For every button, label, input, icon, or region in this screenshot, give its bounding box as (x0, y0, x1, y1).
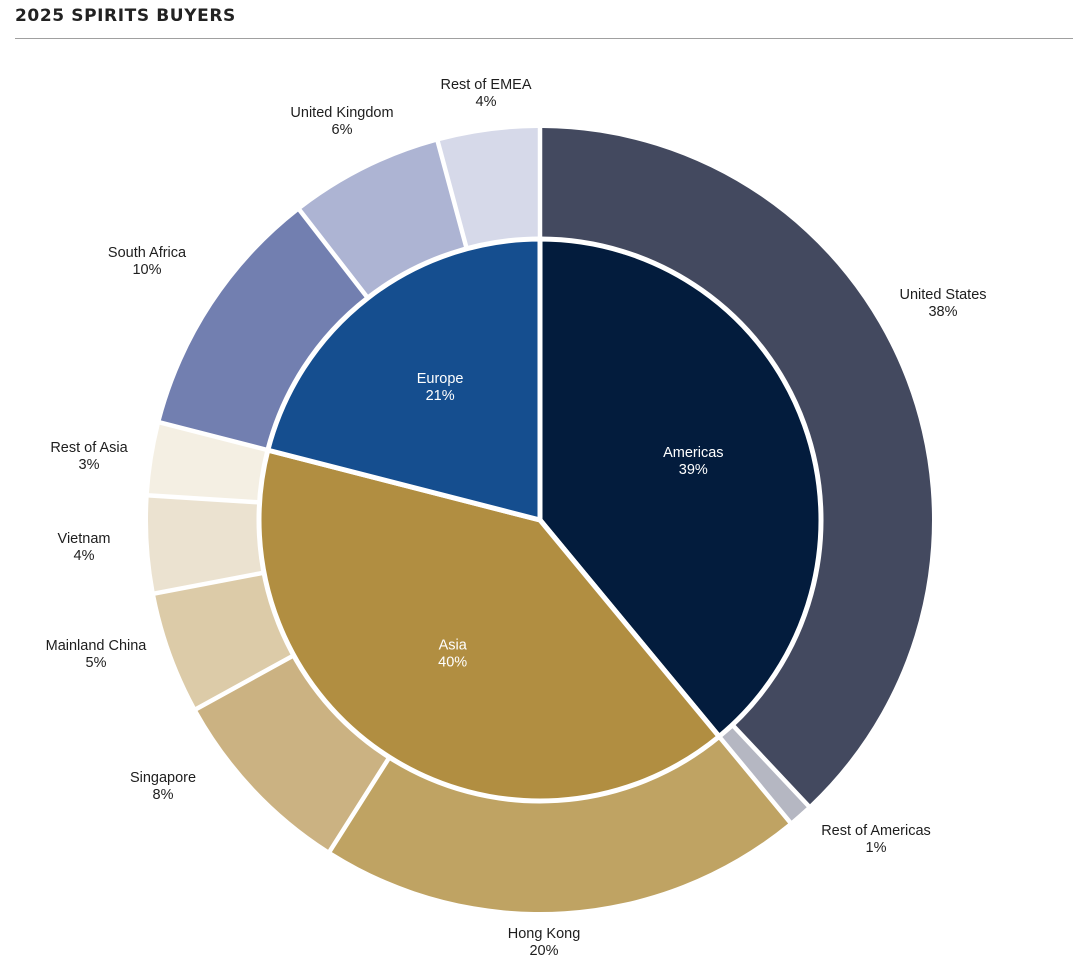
inner-value-americas: 39% (679, 462, 708, 478)
inner-pie (256, 236, 824, 804)
outer-label-rest-of-emea: Rest of EMEA (440, 77, 531, 93)
outer-label-rest-of-americas: Rest of Americas (821, 823, 931, 839)
outer-label-hong-kong: Hong Kong (508, 926, 581, 942)
outer-label-united-states: United States (899, 287, 986, 303)
inner-slice-europe (264, 236, 543, 524)
outer-label-vietnam: Vietnam (58, 531, 111, 547)
outer-label-mainland-china: Mainland China (46, 638, 148, 654)
inner-label-americas: Americas (663, 445, 723, 461)
inner-label-asia: Asia (439, 638, 468, 654)
outer-label-singapore: Singapore (130, 770, 196, 786)
inner-label-europe: Europe (417, 371, 464, 387)
inner-slice-americas (537, 236, 824, 741)
outer-slice-united-states (542, 128, 932, 805)
outer-slice-united-kingdom (301, 142, 465, 296)
outer-slice-hong-kong (331, 739, 789, 913)
outer-value-united-states: 38% (928, 304, 957, 320)
outer-value-rest-of-americas: 1% (866, 840, 887, 856)
outer-value-vietnam: 4% (74, 548, 95, 564)
outer-slice-singapore (197, 658, 387, 850)
outer-value-united-kingdom: 6% (332, 122, 353, 138)
outer-label-rest-of-asia: Rest of Asia (50, 440, 128, 456)
chart-title: 2025 SPIRITS BUYERS (15, 6, 236, 26)
inner-value-europe: 21% (426, 388, 455, 404)
inner-slice-asia (256, 447, 723, 804)
outer-value-mainland-china: 5% (86, 655, 107, 671)
outer-slice-rest-of-asia (148, 424, 266, 500)
outer-slice-rest-of-emea (439, 128, 538, 247)
outer-ring (148, 128, 932, 913)
outer-slice-vietnam (148, 497, 262, 592)
outer-slice-south-africa (160, 211, 365, 448)
outer-value-hong-kong: 20% (529, 943, 558, 959)
outer-slice-mainland-china (155, 575, 291, 707)
outer-slice-rest-of-americas (722, 727, 807, 821)
inner-value-asia: 40% (438, 655, 467, 671)
outer-label-south-africa: South Africa (108, 245, 187, 261)
outer-value-rest-of-asia: 3% (79, 457, 100, 473)
outer-value-rest-of-emea: 4% (476, 94, 497, 110)
outer-value-south-africa: 10% (132, 262, 161, 278)
title-divider (15, 38, 1073, 39)
outer-label-united-kingdom: United Kingdom (290, 105, 393, 121)
outer-value-singapore: 8% (153, 787, 174, 803)
